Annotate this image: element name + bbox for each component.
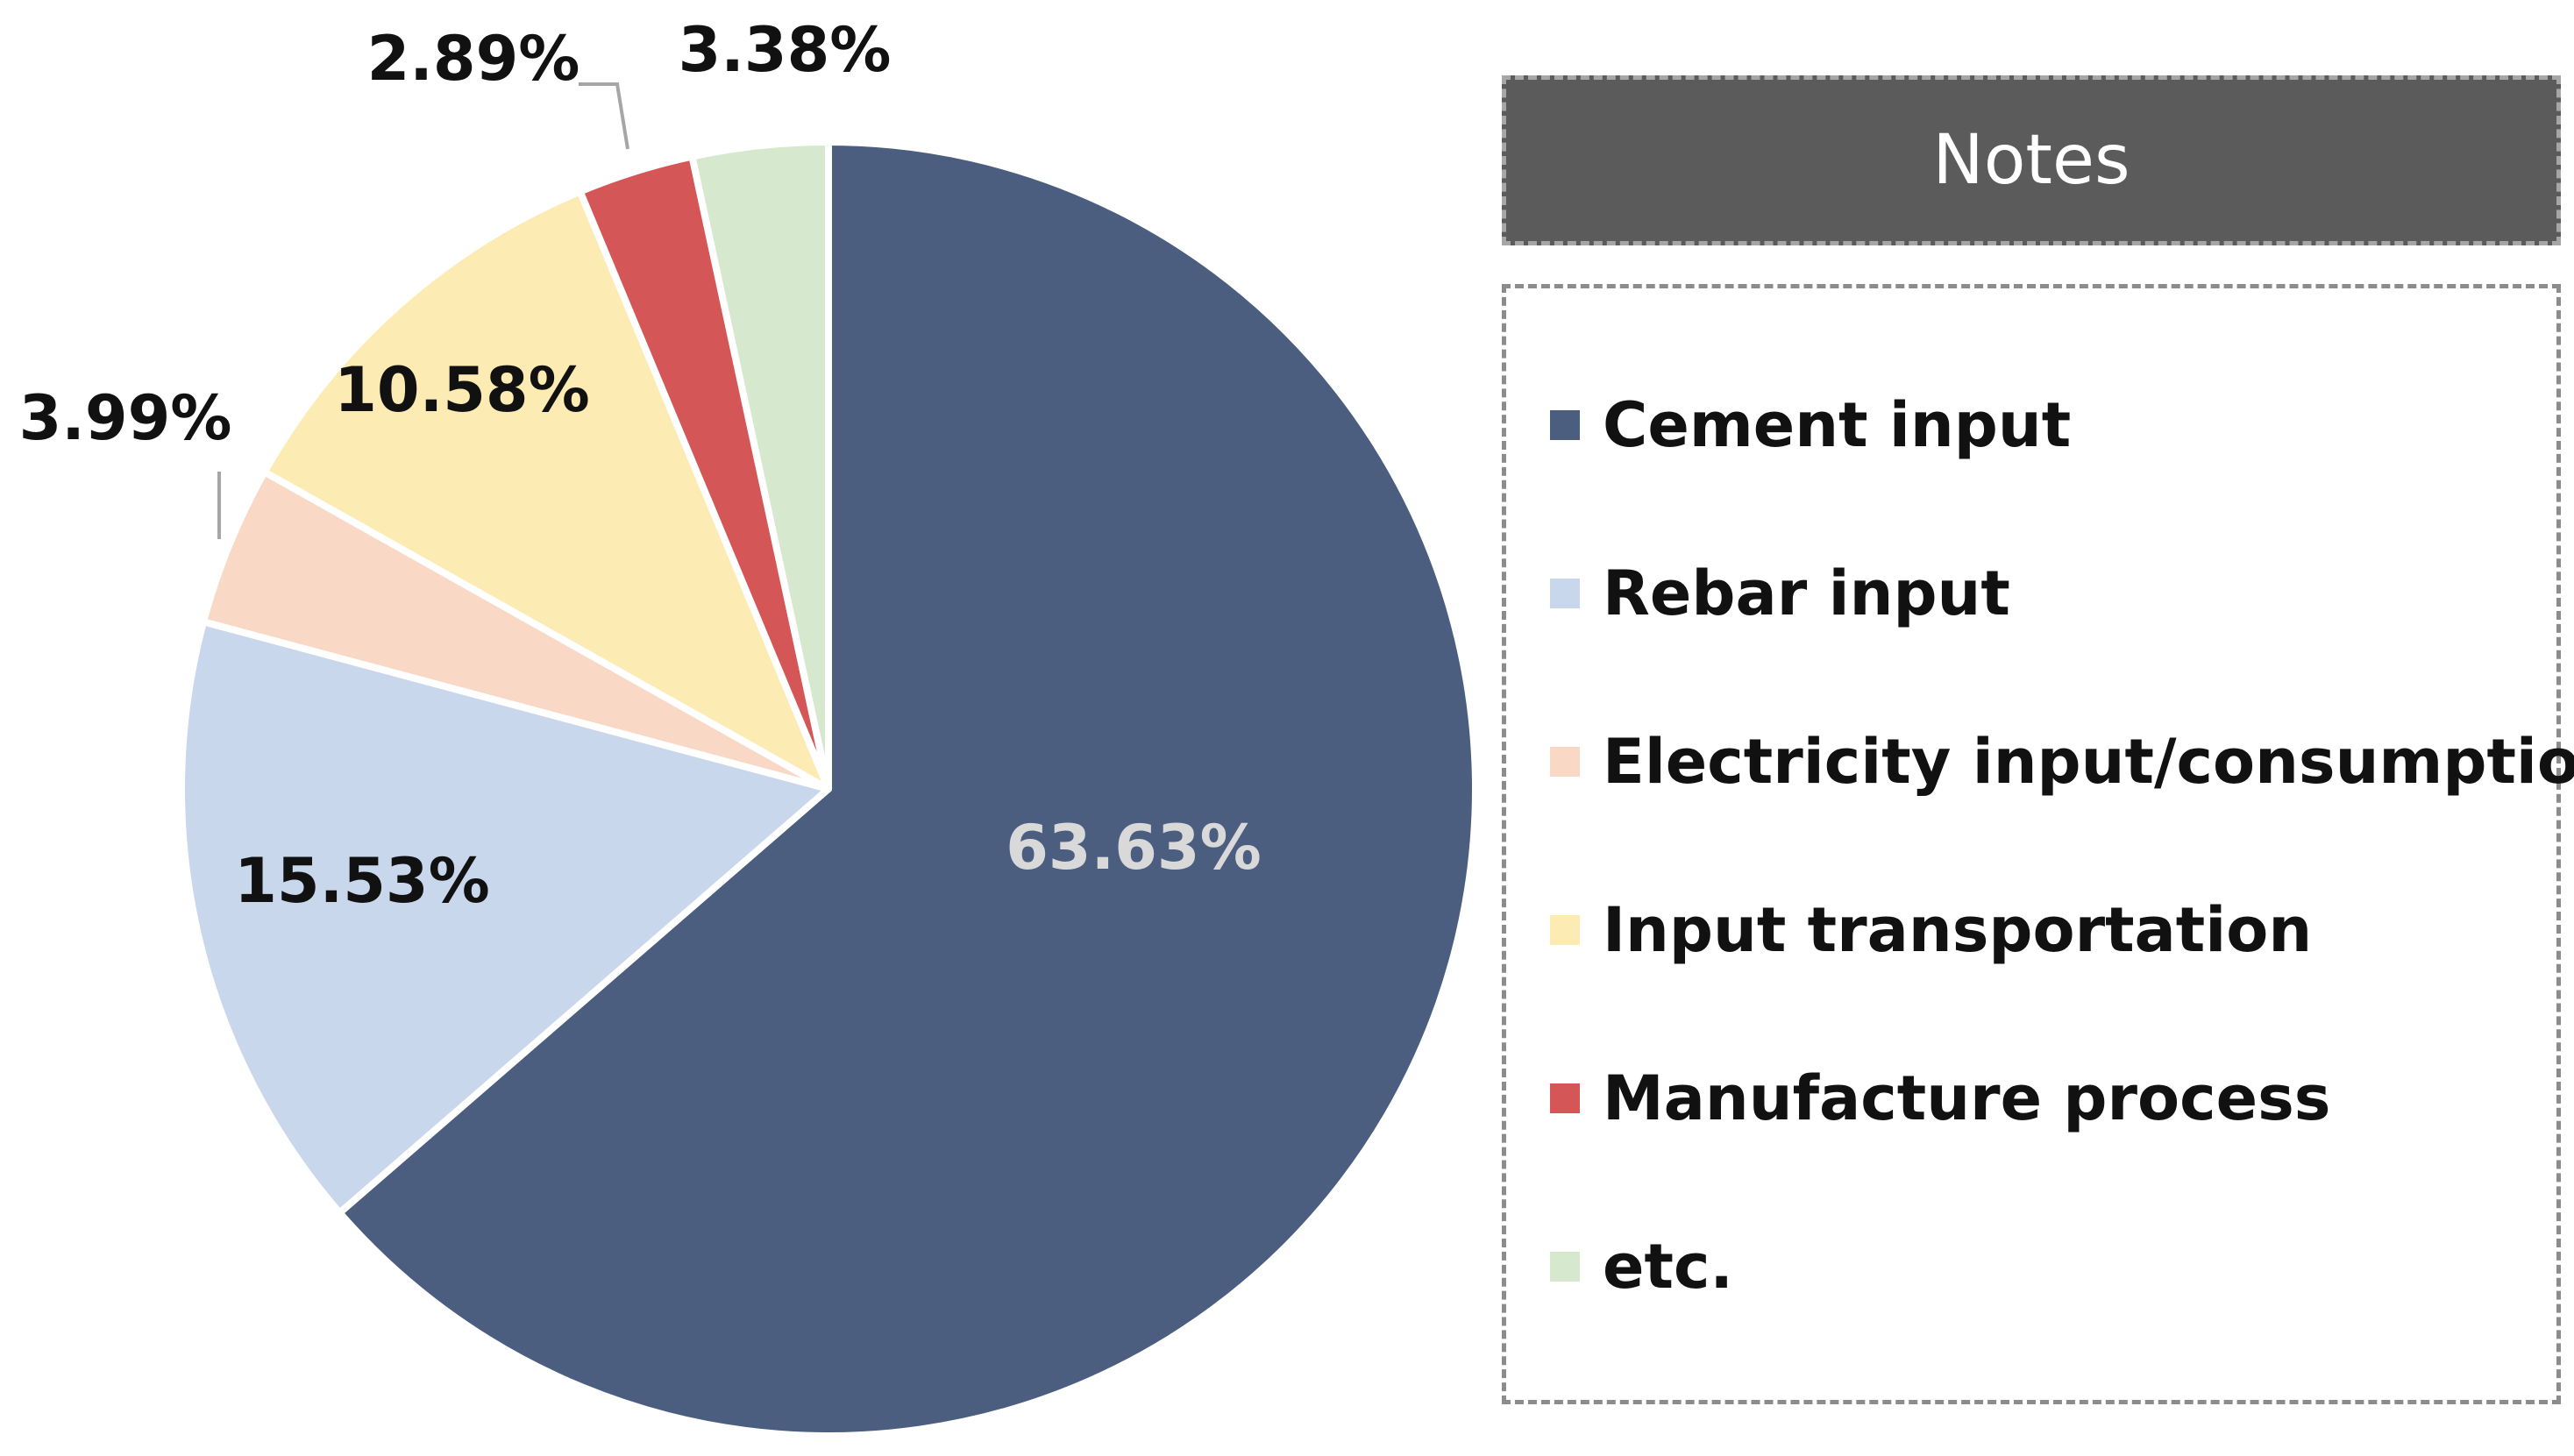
legend-swatch-rebar — [1550, 579, 1580, 608]
leader-lines — [217, 82, 629, 539]
legend-label-rebar: Rebar input — [1603, 558, 2010, 629]
legend-item-transportation: Input transportation — [1550, 886, 2312, 974]
pie-slice-etc — [688, 138, 832, 792]
pie-slice-rebar-input — [178, 618, 832, 1217]
legend-swatch-etc — [1550, 1252, 1580, 1282]
legend-label-manufacture: Manufacture process — [1603, 1062, 2331, 1134]
legend-swatch-electricity — [1550, 747, 1580, 777]
legend-item-etc: etc. — [1550, 1223, 1733, 1310]
slice-labels: 63.63% 15.53% 3.99% 10.58% 2.89% 3.38% — [19, 14, 1262, 917]
pie-slice-input-transportation — [260, 188, 832, 792]
slice-label-electricity: 3.99% — [19, 382, 232, 454]
legend-label-electricity: Electricity input/consumption — [1603, 726, 2574, 798]
slice-label-etc: 3.38% — [679, 14, 892, 86]
legend-item-cement: Cement input — [1550, 381, 2071, 469]
legend-label-cement: Cement input — [1603, 389, 2072, 461]
pie-slices — [178, 138, 1479, 1439]
legend-item-electricity: Electricity input/consumption — [1550, 718, 2574, 806]
slice-label-cement: 63.63% — [1006, 812, 1262, 884]
slice-label-rebar: 15.53% — [234, 845, 490, 917]
pie-slice-cement-input — [336, 138, 1479, 1439]
slice-label-manufacture: 2.89% — [367, 23, 580, 95]
legend-label-etc: etc. — [1603, 1231, 1734, 1303]
legend-swatch-transportation — [1550, 915, 1580, 945]
legend-swatch-cement — [1550, 410, 1580, 440]
leader-line-manufacture — [579, 82, 629, 150]
legend-item-rebar: Rebar input — [1550, 550, 2010, 637]
legend-item-manufacture: Manufacture process — [1550, 1055, 2330, 1142]
legend: Cement input Rebar input Electricity inp… — [1502, 284, 2574, 1404]
legend-swatch-manufacture — [1550, 1083, 1580, 1113]
slice-label-transportation: 10.58% — [334, 354, 590, 426]
pie-chart: 63.63% 15.53% 3.99% 10.58% 2.89% 3.38% — [18, 14, 1479, 1439]
legend-title: Notes — [1502, 75, 2561, 245]
legend-label-transportation: Input transportation — [1603, 894, 2313, 966]
